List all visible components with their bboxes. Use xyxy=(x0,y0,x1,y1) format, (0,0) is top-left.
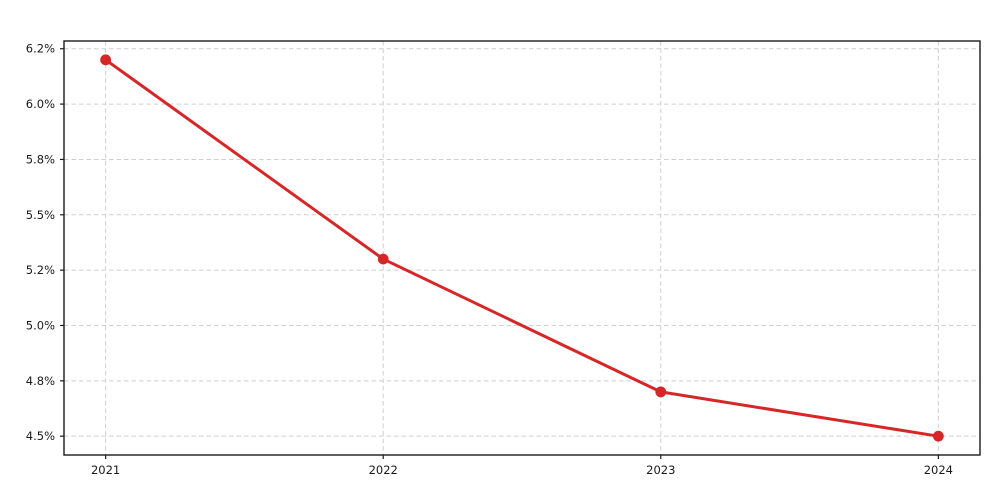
axes-border xyxy=(63,40,981,456)
data-point-marker xyxy=(377,253,389,265)
y-tick-label: 5.5% xyxy=(26,208,55,222)
y-tick-label: 5.0% xyxy=(26,318,55,332)
y-tick-label: 5.2% xyxy=(26,263,55,277)
data-point-marker xyxy=(932,430,944,442)
y-tick-label: 6.2% xyxy=(26,42,55,56)
y-tick-label: 4.5% xyxy=(26,429,55,443)
x-tick-label: 2023 xyxy=(646,463,675,477)
y-tick-label: 4.8% xyxy=(26,374,55,388)
data-point-marker xyxy=(100,54,112,66)
y-tick-label: 6.0% xyxy=(26,97,55,111)
x-tick-label: 2022 xyxy=(369,463,398,477)
y-tick-label: 5.8% xyxy=(26,152,55,166)
x-tick-label: 2021 xyxy=(91,463,120,477)
trend-line xyxy=(104,58,940,438)
x-tick-label: 2024 xyxy=(924,463,953,477)
data-point-marker xyxy=(655,386,667,398)
